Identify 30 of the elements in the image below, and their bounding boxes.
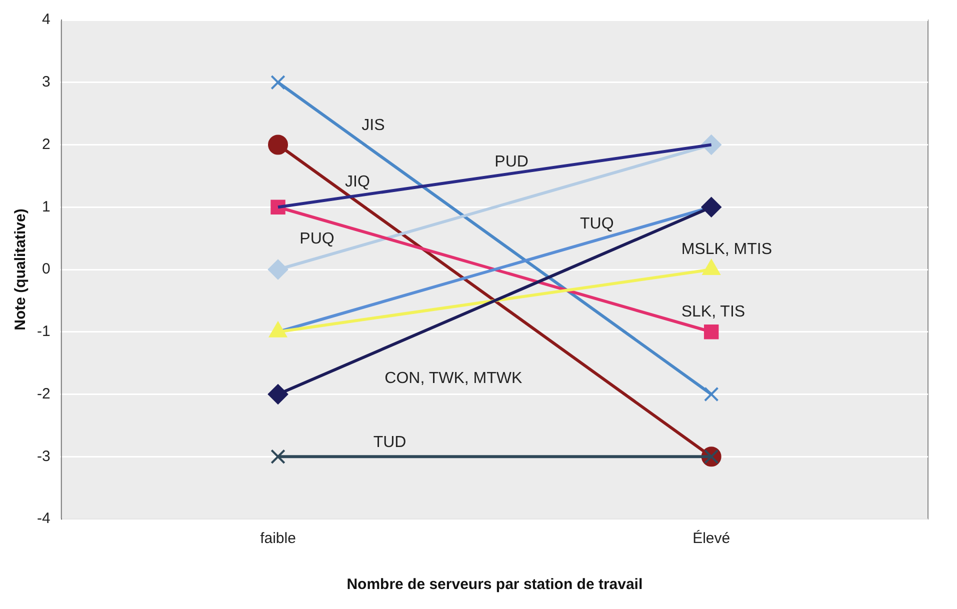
series-label: JIS xyxy=(362,116,385,134)
y-tick-label: -4 xyxy=(36,510,50,528)
point xyxy=(701,197,722,218)
point xyxy=(268,260,288,280)
y-tick-label: -2 xyxy=(36,385,50,402)
series-label: PUQ xyxy=(300,230,334,248)
series-label: PUD xyxy=(494,153,528,170)
y-tick-label: -3 xyxy=(36,448,50,465)
point xyxy=(268,134,288,155)
point xyxy=(270,75,286,90)
series-label: TUD xyxy=(373,434,406,452)
y-axis-title: Note (qualitative) xyxy=(12,208,30,330)
series-label: TUQ xyxy=(580,215,614,232)
y-tick-label: 0 xyxy=(42,260,50,278)
y-tick-label: 2 xyxy=(42,136,50,153)
point xyxy=(268,384,288,404)
y-tick-label: -1 xyxy=(36,323,50,340)
x-tick-label: Élevé xyxy=(692,529,730,548)
series-label: JIQ xyxy=(345,174,370,191)
y-tick-label: 1 xyxy=(42,198,50,216)
point xyxy=(704,386,719,402)
series-label: MSLK, MTIS xyxy=(681,240,772,258)
series-label: SLK, TIS xyxy=(681,303,746,320)
x-tick-label: faible xyxy=(260,530,296,548)
y-tick-label: 4 xyxy=(42,11,50,28)
point xyxy=(270,449,286,464)
y-tick-label: 3 xyxy=(42,74,50,91)
x-axis-title: Nombre de serveurs par station de travail xyxy=(346,576,643,594)
series-label: CON, TWK, MTWK xyxy=(384,370,522,388)
point xyxy=(704,324,719,340)
